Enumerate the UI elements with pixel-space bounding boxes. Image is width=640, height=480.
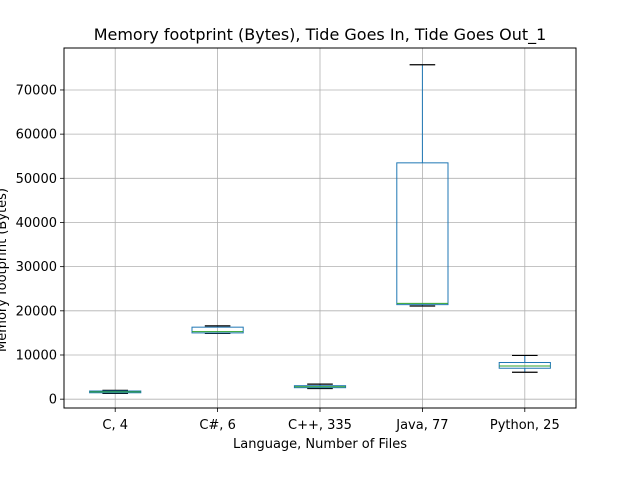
chart-title: Memory footprint (Bytes), Tide Goes In, …	[94, 25, 547, 45]
y-tick-label: 40000	[16, 216, 57, 231]
grid-lines	[64, 48, 576, 408]
y-tick-label: 50000	[16, 172, 57, 187]
y-tick-label: 70000	[16, 83, 57, 98]
x-tick-label: C, 4	[102, 418, 128, 433]
y-tick-label: 0	[49, 393, 57, 408]
box-group	[293, 383, 347, 390]
x-axis-label: Language, Number of Files	[233, 437, 407, 452]
y-tick-label: 60000	[16, 128, 57, 143]
x-tick-label: C#, 6	[199, 418, 236, 433]
x-tick-label: C++, 335	[288, 418, 352, 433]
y-axis-label: Memory footprint (Bytes)	[0, 188, 10, 352]
iqr-box	[498, 362, 551, 369]
box-series	[89, 64, 551, 395]
y-tick-label: 20000	[16, 304, 57, 319]
x-tick-label: Python, 25	[490, 418, 560, 433]
box-group	[191, 325, 244, 334]
iqr-box	[191, 326, 244, 334]
y-tick-label: 10000	[16, 348, 57, 363]
axis-ticks: 0 10000 20000 30000 40000 50000 60000 70000 C, 4…	[16, 83, 560, 433]
box-group	[396, 64, 449, 307]
box-group	[89, 389, 142, 395]
iqr-box	[396, 162, 449, 306]
box-group	[498, 354, 551, 373]
y-tick-label: 30000	[16, 260, 57, 275]
x-tick-label: Java, 77	[395, 418, 448, 433]
